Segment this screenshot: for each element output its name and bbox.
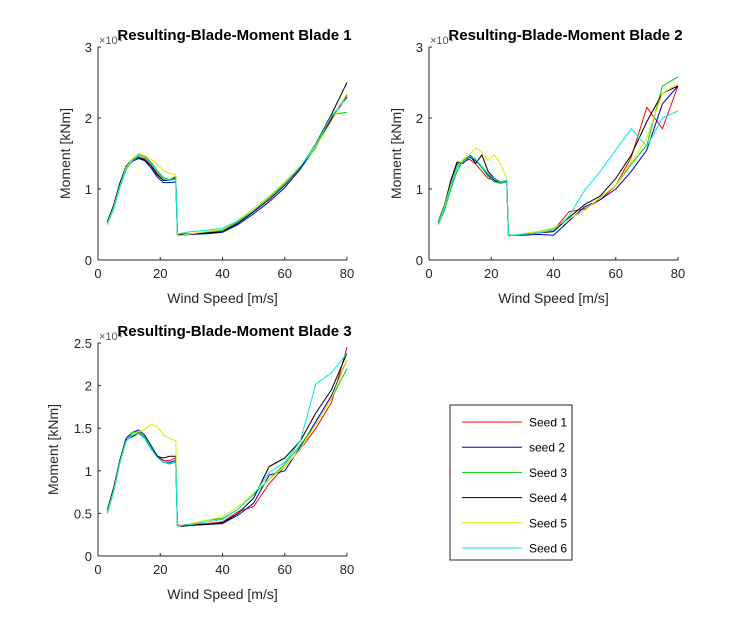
y-tick-label: 0.5: [74, 506, 92, 521]
y-tick-label: 0: [85, 253, 92, 268]
x-tick-label: 60: [278, 562, 292, 577]
y-tick-label: 1: [85, 182, 92, 197]
x-axis-label: Wind Speed [m/s]: [167, 586, 278, 602]
legend-label: Seed 4: [529, 491, 567, 505]
subplot-title: Resulting-Blade-Moment Blade 2: [448, 27, 682, 44]
legend-label: Seed 3: [529, 466, 567, 480]
y-axis-label: Moment [kNm]: [388, 108, 404, 199]
y-exponent-label: ×10⁴: [430, 35, 454, 47]
legend-label: Seed 6: [529, 542, 567, 556]
y-tick-label: 3: [85, 40, 92, 55]
y-tick-label: 2: [416, 111, 423, 126]
y-exponent-label: ×10⁴: [99, 35, 123, 47]
x-tick-label: 20: [484, 266, 498, 281]
x-tick-label: 80: [340, 266, 354, 281]
y-axis-label: Moment [kNm]: [45, 404, 61, 495]
y-tick-label: 1.5: [74, 421, 92, 436]
x-tick-label: 40: [215, 562, 229, 577]
y-axis-label: Moment [kNm]: [57, 108, 73, 199]
subplot-blade-1: 0 20 40 60 80 0 1 2 3 ×10⁴Resulting-Blade-Moment …: [57, 27, 354, 306]
x-tick-label: 80: [671, 266, 685, 281]
x-tick-label: 0: [94, 266, 101, 281]
y-tick-label: 2: [85, 379, 92, 394]
subplot-title: Resulting-Blade-Moment Blade 3: [117, 323, 351, 340]
y-tick-label: 3: [416, 40, 423, 55]
series-line-seed-5: [106, 92, 348, 237]
series-line-seed-6: [437, 110, 679, 236]
legend-box: [449, 404, 573, 561]
y-tick-label: 2.5: [74, 336, 92, 351]
subplot-title: Resulting-Blade-Moment Blade 1: [117, 27, 351, 44]
legend-label: Seed 5: [529, 516, 567, 530]
legend-label: Seed 1: [529, 416, 567, 430]
x-tick-label: 20: [153, 266, 167, 281]
subplot-blade-2: 0 20 40 60 80 0 1 2 3 ×10⁴Resulting-Blade-Moment …: [388, 27, 685, 306]
legend-label: seed 2: [529, 441, 565, 455]
legend: Seed 1 seed 2 Seed 3 Seed 4 Seed 5 Seed 6: [449, 404, 573, 561]
x-tick-label: 80: [340, 562, 354, 577]
x-tick-label: 20: [153, 562, 167, 577]
x-tick-label: 0: [94, 562, 101, 577]
y-tick-label: 0: [416, 253, 423, 268]
y-tick-label: 0: [85, 549, 92, 564]
x-tick-label: 40: [215, 266, 229, 281]
y-tick-label: 2: [85, 111, 92, 126]
x-tick-label: 0: [425, 266, 432, 281]
y-tick-label: 1: [416, 182, 423, 197]
y-tick-label: 1: [85, 464, 92, 479]
series-line-seed-6: [106, 97, 348, 235]
x-axis-label: Wind Speed [m/s]: [498, 290, 609, 306]
subplot-blade-3: 0 20 40 60 80 0 0.5 1 1.5 2 2.5 ×10⁴Resulting-Blade…: [45, 323, 354, 602]
y-exponent-label: ×10⁴: [99, 331, 123, 343]
x-axis-label: Wind Speed [m/s]: [167, 290, 278, 306]
series-line-seed-6: [106, 352, 348, 527]
x-tick-label: 40: [546, 266, 560, 281]
x-tick-label: 60: [278, 266, 292, 281]
x-tick-label: 60: [609, 266, 623, 281]
plot-area: [98, 343, 347, 556]
